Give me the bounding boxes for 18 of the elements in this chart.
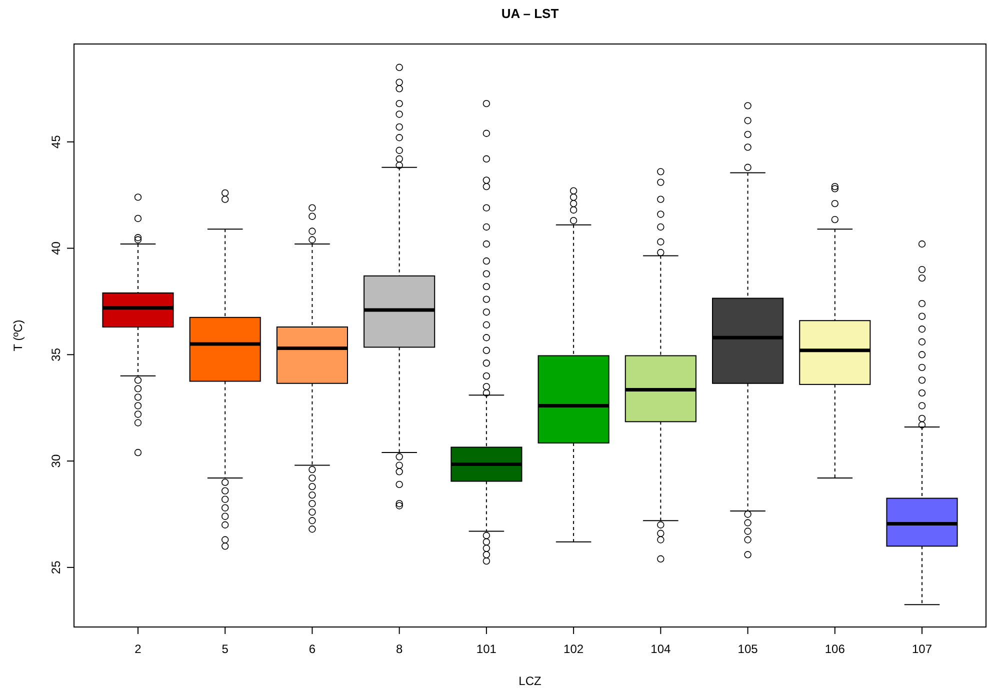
x-tick-label: 6 [308,642,316,656]
x-tick-label: 104 [650,642,671,656]
y-axis-title: T (ºC) [11,320,25,352]
chart-title: UA – LST [501,6,559,21]
y-tick-label: 35 [49,348,63,362]
x-tick-label: 8 [396,642,403,656]
x-tick-label: 5 [222,642,229,656]
y-tick-label: 40 [49,241,63,255]
y-tick-label: 30 [49,454,63,468]
x-tick-label: 106 [824,642,846,656]
y-tick-label: 25 [49,560,63,574]
x-tick-label: 101 [476,642,497,656]
y-tick-label: 45 [49,134,63,149]
x-tick-label: 2 [134,642,142,656]
x-tick-label: 102 [564,642,584,656]
x-tick-label: 107 [912,642,932,656]
x-axis-title: LCZ [518,674,542,688]
x-tick-label: 105 [738,642,758,656]
